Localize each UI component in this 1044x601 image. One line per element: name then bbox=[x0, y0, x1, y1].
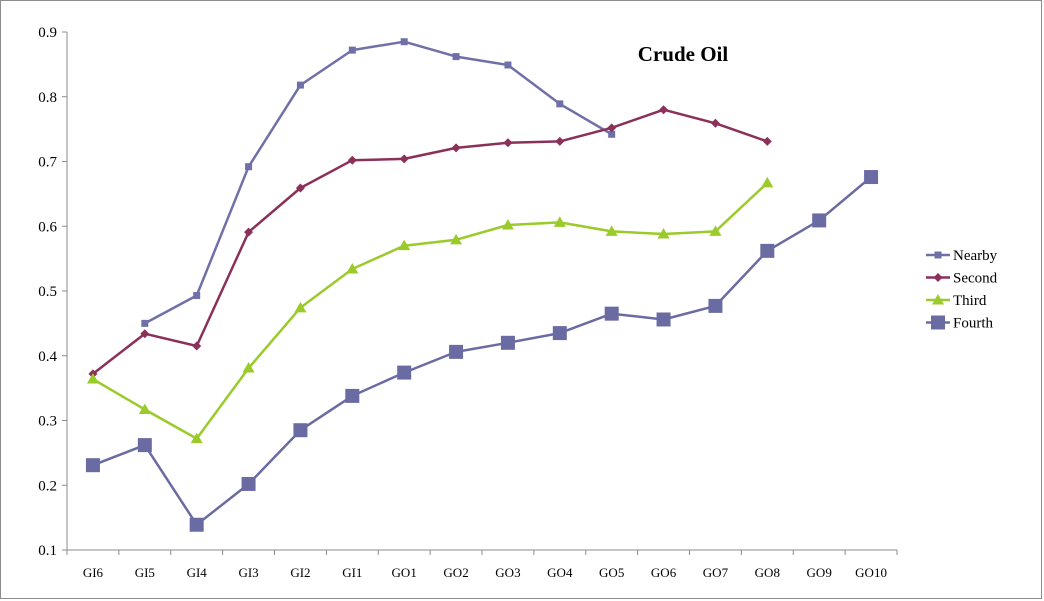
series-lines bbox=[92, 40, 872, 526]
x-tick-label: GO2 bbox=[443, 565, 468, 580]
data-point-fourth bbox=[137, 438, 152, 453]
data-point-third bbox=[86, 373, 99, 384]
data-point-fourth bbox=[552, 326, 567, 341]
data-point-fourth bbox=[500, 335, 515, 350]
data-point-second bbox=[710, 118, 720, 128]
data-point-second bbox=[347, 155, 357, 165]
data-point-nearby bbox=[400, 38, 408, 46]
y-tick-label: 0.4 bbox=[38, 349, 57, 365]
x-tick-label: GO10 bbox=[855, 565, 887, 580]
x-tick-label: GI6 bbox=[83, 565, 104, 580]
legend-marker-nearby bbox=[934, 251, 942, 259]
y-tick-label: 0.2 bbox=[38, 478, 57, 494]
series-line-nearby bbox=[144, 40, 613, 325]
data-point-second bbox=[555, 136, 565, 146]
data-point-second bbox=[244, 227, 254, 237]
x-tick-label: GO9 bbox=[807, 565, 832, 580]
data-point-second bbox=[659, 105, 669, 115]
data-point-third bbox=[605, 225, 618, 236]
data-point-second bbox=[762, 136, 772, 146]
legend-marker-second bbox=[933, 273, 943, 282]
data-point-third bbox=[242, 362, 255, 373]
x-tick-label: GI2 bbox=[290, 565, 310, 580]
data-point-fourth bbox=[345, 388, 360, 403]
data-point-fourth bbox=[397, 365, 412, 380]
data-point-second bbox=[140, 329, 150, 339]
legend-marker-third bbox=[932, 294, 944, 305]
data-point-second bbox=[451, 143, 461, 153]
data-point-nearby bbox=[193, 292, 201, 300]
y-tick-label: 0.7 bbox=[38, 155, 57, 171]
data-point-fourth bbox=[85, 458, 100, 473]
data-point-nearby bbox=[296, 81, 304, 89]
series-line-second bbox=[92, 108, 768, 375]
data-point-third bbox=[346, 262, 359, 274]
data-point-third bbox=[553, 216, 566, 227]
data-point-second bbox=[192, 341, 202, 351]
x-tick-label: GI1 bbox=[342, 565, 362, 580]
x-tick-labels: GI6 GI5 GI4 GI3 GI2 GI1 GO1 GO2 GO3 GO4 GO5 GO6 GO7 G… bbox=[83, 565, 887, 580]
y-tick-label: 0.1 bbox=[38, 543, 57, 559]
x-tick-label: GO7 bbox=[703, 565, 729, 580]
x-tick-label: GO4 bbox=[547, 565, 573, 580]
x-tick-label: GI3 bbox=[238, 565, 258, 580]
x-tick-label: GO6 bbox=[651, 565, 677, 580]
data-point-fourth bbox=[760, 243, 775, 258]
data-point-third bbox=[398, 239, 411, 251]
x-tick-label: GO5 bbox=[599, 565, 624, 580]
data-point-third bbox=[501, 218, 514, 230]
data-point-third bbox=[450, 233, 463, 245]
chart-title: Crude Oil bbox=[638, 42, 729, 66]
data-point-third bbox=[138, 403, 151, 414]
y-tick-label: 0.5 bbox=[38, 284, 57, 300]
data-point-nearby bbox=[504, 61, 512, 69]
y-tick-label: 0.6 bbox=[38, 219, 57, 235]
legend-label-second: Second bbox=[953, 271, 998, 287]
data-point-nearby bbox=[452, 53, 460, 61]
x-tick-label: GO8 bbox=[755, 565, 780, 580]
data-point-third bbox=[761, 176, 774, 188]
data-point-nearby bbox=[348, 46, 356, 54]
series-line-third bbox=[92, 181, 769, 440]
y-tick-labels: 0.1 0.2 0.3 0.4 0.5 0.6 0.7 0.8 0.9 bbox=[38, 25, 57, 559]
x-tick-label: GO1 bbox=[392, 565, 417, 580]
series-line-fourth bbox=[92, 176, 872, 526]
data-point-fourth bbox=[708, 298, 723, 313]
x-tick-label: GO3 bbox=[495, 565, 520, 580]
data-point-fourth bbox=[812, 213, 827, 228]
data-point-fourth bbox=[293, 423, 308, 438]
data-point-second bbox=[607, 123, 617, 133]
legend-label-nearby: Nearby bbox=[953, 248, 998, 264]
data-point-third bbox=[709, 225, 722, 236]
x-tick-label: GI5 bbox=[135, 565, 155, 580]
data-point-fourth bbox=[604, 306, 619, 321]
data-point-nearby bbox=[245, 163, 253, 171]
y-tick-label: 0.9 bbox=[38, 25, 57, 41]
data-point-second bbox=[295, 183, 305, 193]
data-point-second bbox=[399, 154, 409, 164]
data-point-fourth bbox=[241, 476, 256, 491]
legend-label-third: Third bbox=[953, 293, 987, 309]
legend-marker-fourth bbox=[931, 315, 945, 330]
legend: Nearby Second Third Fourth bbox=[926, 248, 998, 332]
data-point-second bbox=[503, 138, 513, 148]
data-point-nearby bbox=[556, 100, 564, 108]
data-point-nearby bbox=[141, 319, 149, 327]
data-point-third bbox=[294, 301, 307, 313]
data-point-fourth bbox=[656, 312, 671, 327]
data-point-fourth bbox=[449, 344, 464, 359]
data-point-fourth bbox=[864, 170, 879, 185]
y-tick-label: 0.3 bbox=[38, 414, 57, 430]
legend-label-fourth: Fourth bbox=[953, 316, 994, 332]
data-point-third bbox=[657, 228, 670, 239]
data-point-third bbox=[190, 432, 203, 444]
data-point-nearby bbox=[608, 130, 616, 138]
data-point-fourth bbox=[189, 517, 204, 532]
axes bbox=[62, 31, 898, 555]
x-tick-label: GI4 bbox=[187, 565, 208, 580]
y-tick-label: 0.8 bbox=[38, 90, 57, 106]
series-markers bbox=[85, 38, 879, 532]
